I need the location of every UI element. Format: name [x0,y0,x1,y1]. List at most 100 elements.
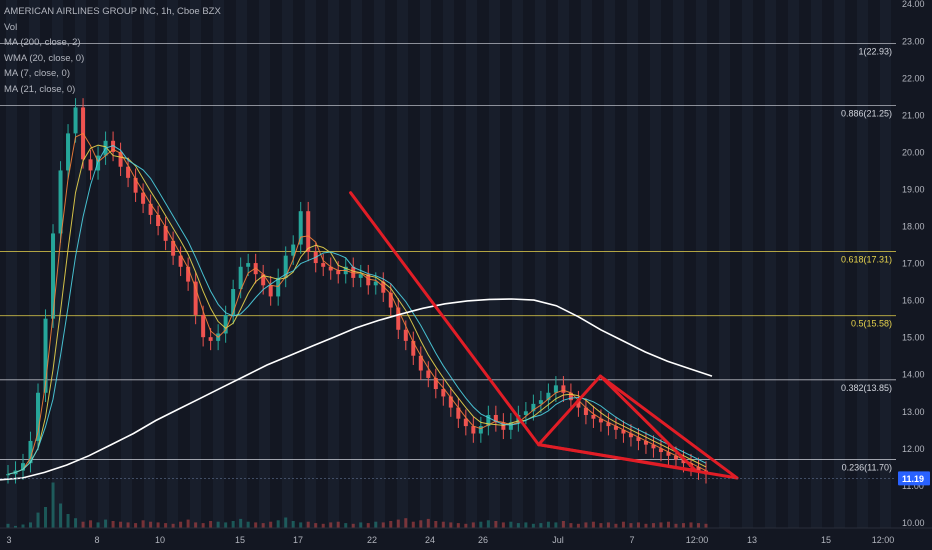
candle-body [366,274,371,286]
candle-body [336,270,341,275]
session-stripe [581,0,592,528]
volume-bar [119,521,123,528]
volume-bar [366,523,370,528]
session-stripe [236,0,247,528]
fib-level-label: 1(22.93) [858,46,892,56]
candle-body [613,426,618,430]
candle-body [66,133,71,171]
candle-body [568,392,573,401]
candle-body [583,407,588,415]
x-tick-label: 15 [235,535,245,545]
trendline [349,191,541,447]
indicator-ma200[interactable]: MA (200, close, 2) [4,37,81,48]
candle-body [448,396,453,408]
volume-bar [629,523,633,528]
volume-bar [531,523,535,528]
candle-body [111,140,116,152]
session-stripe [144,0,155,528]
volume-bar [231,521,235,528]
volume-bar [194,522,198,528]
candle-body [508,422,513,430]
candle-body [463,418,468,427]
y-tick-label: 19.00 [902,184,925,194]
volume-bar [419,520,423,528]
candle-body [441,389,446,397]
volume-bar [509,521,513,528]
x-tick-label: 8 [94,535,99,545]
volume-bar [336,521,340,528]
candle-body [28,440,33,464]
candle-body [73,107,78,134]
indicator-ma7[interactable]: MA (7, close, 0) [4,68,70,79]
y-tick-label: 22.00 [902,73,925,83]
volume-bar [494,521,498,528]
ma200-line [0,298,713,481]
volume-bar [329,522,333,528]
candle-body [193,281,198,315]
volume-bar [261,523,265,528]
candle-body [666,452,671,456]
candle-body [298,211,303,245]
fib-level-label: 0.236(11.70) [842,462,892,472]
y-tick-label: 10.00 [902,518,925,528]
volume-bar [276,520,280,528]
session-stripe [673,0,684,528]
candle-body [283,255,288,278]
volume-bar [674,523,678,528]
x-tick-label: 12:00 [686,535,709,545]
y-tick-label: 20.00 [902,147,925,157]
volume-bar [426,518,430,528]
volume-bar [29,522,33,528]
session-stripe [765,0,776,528]
x-tick-label: 15 [821,535,831,545]
session-stripe [604,0,615,528]
x-tick-label: 7 [629,535,634,545]
session-stripe [259,0,270,528]
volume-bar [269,521,273,528]
volume-bar [636,522,640,528]
volume-bar [456,523,460,528]
candle-body [456,407,461,419]
y-tick-label: 18.00 [902,222,925,232]
volume-bar [554,522,558,528]
volume-bar [66,514,70,528]
candle-body [606,422,611,427]
candle-body [238,266,243,290]
session-stripe [834,0,845,528]
volume-bar [516,523,520,528]
candle-body [493,414,498,423]
indicator-vol[interactable]: Vol [4,21,18,33]
candle-body [396,307,401,330]
x-tick-label: Jul [552,535,564,545]
volume-bar [171,523,175,528]
y-tick-label: 21.00 [902,110,925,120]
volume-bar [344,523,348,528]
volume-bar [659,522,663,528]
candle-body [403,329,408,341]
candle-body [673,455,678,460]
candle-body [253,263,258,275]
candle-body [268,285,273,297]
y-tick-label: 14.00 [902,370,925,380]
session-stripe [627,0,638,528]
volume-bar [321,523,325,528]
volume-bar [291,521,295,528]
volume-bar [179,521,183,528]
candle-body [561,385,566,393]
volume-bar [621,521,625,528]
candle-body [141,192,146,204]
session-stripe [811,0,822,528]
candle-body [51,233,56,319]
x-axis-panel [0,528,932,550]
volume-bar [164,523,168,528]
trendline [598,374,698,473]
candle-body [148,203,153,215]
volume-bar [689,522,693,528]
candle-body [163,226,168,241]
volume-bar [239,518,243,528]
y-axis-panel [896,0,932,550]
indicator-wma20[interactable]: WMA (20, close, 0) [4,52,85,64]
volume-bar [104,519,108,528]
indicator-ma21[interactable]: MA (21, close, 0) [4,83,76,95]
